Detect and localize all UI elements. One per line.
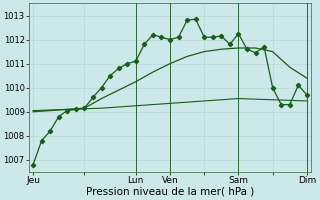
X-axis label: Pression niveau de la mer( hPa ): Pression niveau de la mer( hPa ) bbox=[86, 187, 254, 197]
